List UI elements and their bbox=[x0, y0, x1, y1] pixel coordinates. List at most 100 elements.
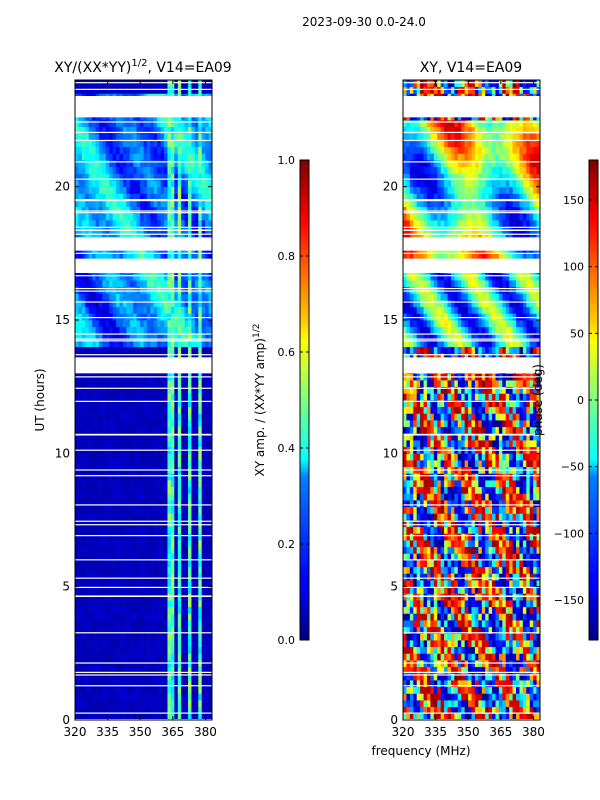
heatmap-cell bbox=[78, 400, 83, 408]
heatmap-cell bbox=[191, 460, 196, 468]
heatmap-cell bbox=[440, 706, 445, 714]
heatmap-cell bbox=[177, 513, 182, 521]
heatmap-cell bbox=[109, 653, 114, 661]
heatmap-cell bbox=[102, 133, 107, 141]
heatmap-cell bbox=[153, 406, 158, 414]
heatmap-cell bbox=[498, 653, 503, 661]
heatmap-cell bbox=[403, 613, 407, 621]
heatmap-cell bbox=[109, 120, 114, 128]
heatmap-cell bbox=[116, 206, 120, 214]
heatmap-cell bbox=[105, 173, 110, 181]
heatmap-cell bbox=[194, 306, 199, 314]
heatmap-cell bbox=[136, 300, 141, 308]
heatmap-cell bbox=[112, 253, 117, 261]
heatmap-cell bbox=[119, 440, 124, 448]
heatmap-cell bbox=[167, 320, 172, 328]
heatmap-cell bbox=[143, 566, 148, 574]
heatmap-cell bbox=[160, 693, 165, 701]
heatmap-cell bbox=[420, 633, 424, 641]
heatmap-cell bbox=[174, 400, 179, 408]
heatmap-cell bbox=[85, 553, 90, 561]
heatmap-cell bbox=[205, 313, 209, 321]
heatmap-cell bbox=[105, 353, 110, 361]
heatmap-cell bbox=[81, 566, 86, 574]
heatmap-cell bbox=[109, 186, 114, 194]
heatmap-cell bbox=[198, 166, 203, 174]
heatmap-cell bbox=[112, 300, 117, 308]
heatmap-cell bbox=[181, 286, 185, 294]
heatmap-cell bbox=[464, 713, 469, 720]
heatmap-cell bbox=[160, 480, 165, 488]
heatmap-cell bbox=[129, 453, 134, 461]
heatmap-cell bbox=[122, 400, 127, 408]
heatmap-cell bbox=[78, 626, 83, 634]
heatmap-cell bbox=[492, 673, 496, 681]
heatmap-cell bbox=[177, 426, 182, 434]
heatmap-cell bbox=[181, 606, 185, 614]
heatmap-cell bbox=[102, 326, 107, 334]
heatmap-cell bbox=[191, 120, 196, 128]
heatmap-cell bbox=[136, 380, 141, 388]
heatmap-cell bbox=[198, 173, 203, 181]
heatmap-cell bbox=[184, 653, 189, 661]
heatmap-cell bbox=[444, 600, 448, 608]
heatmap-cell bbox=[81, 533, 86, 541]
heatmap-cell bbox=[143, 486, 148, 494]
heatmap-cell bbox=[153, 540, 158, 548]
heatmap-cell bbox=[105, 573, 110, 581]
heatmap-cell bbox=[122, 546, 127, 554]
heatmap-cell bbox=[140, 153, 144, 161]
heatmap-cell bbox=[198, 286, 203, 294]
heatmap-cell bbox=[188, 273, 192, 281]
heatmap-cell bbox=[188, 320, 192, 328]
heatmap-cell bbox=[92, 453, 96, 461]
heatmap-cell bbox=[201, 580, 206, 588]
heatmap-cell bbox=[88, 153, 93, 161]
flag-line bbox=[75, 354, 212, 356]
heatmap-cell bbox=[184, 500, 189, 508]
heatmap-cell bbox=[201, 406, 206, 414]
heatmap-cell bbox=[150, 600, 155, 608]
heatmap-cell bbox=[177, 340, 182, 348]
heatmap-cell bbox=[129, 513, 134, 521]
heatmap-cell bbox=[112, 140, 117, 148]
heatmap-cell bbox=[170, 193, 175, 201]
heatmap-cell bbox=[122, 706, 127, 714]
heatmap-cell bbox=[474, 560, 479, 568]
heatmap-cell bbox=[416, 573, 421, 581]
heatmap-cell bbox=[119, 146, 124, 154]
heatmap-cell bbox=[201, 673, 206, 681]
heatmap-cell bbox=[112, 333, 117, 341]
heatmap-cell bbox=[126, 186, 131, 194]
heatmap-cell bbox=[205, 273, 209, 281]
heatmap-cell bbox=[516, 633, 520, 641]
heatmap-cell bbox=[170, 526, 175, 534]
heatmap-cell bbox=[105, 653, 110, 661]
heatmap-cell bbox=[126, 120, 131, 128]
heatmap-cell bbox=[481, 553, 486, 561]
heatmap-cell bbox=[536, 640, 540, 648]
heatmap-cell bbox=[78, 253, 83, 261]
heatmap-cell bbox=[102, 653, 107, 661]
heatmap-cell bbox=[167, 533, 172, 541]
heatmap-cell bbox=[177, 173, 182, 181]
heatmap-cell bbox=[78, 206, 83, 214]
heatmap-cell bbox=[167, 540, 172, 548]
heatmap-cell bbox=[153, 453, 158, 461]
heatmap-cell bbox=[420, 553, 424, 561]
heatmap-cell bbox=[512, 626, 517, 634]
heatmap-cell bbox=[88, 160, 93, 168]
heatmap-cell bbox=[126, 473, 131, 481]
heatmap-cell bbox=[177, 673, 182, 681]
heatmap-cell bbox=[105, 473, 110, 481]
heatmap-cell bbox=[78, 180, 83, 188]
heatmap-cell bbox=[208, 453, 212, 461]
heatmap-cell bbox=[188, 140, 192, 148]
heatmap-cell bbox=[430, 680, 435, 688]
heatmap-cell bbox=[160, 680, 165, 688]
heatmap-cell bbox=[201, 273, 206, 281]
y-tick-label: 0 bbox=[62, 713, 70, 727]
heatmap-cell bbox=[409, 713, 414, 720]
heatmap-cell bbox=[492, 653, 496, 661]
heatmap-cell bbox=[95, 253, 100, 261]
